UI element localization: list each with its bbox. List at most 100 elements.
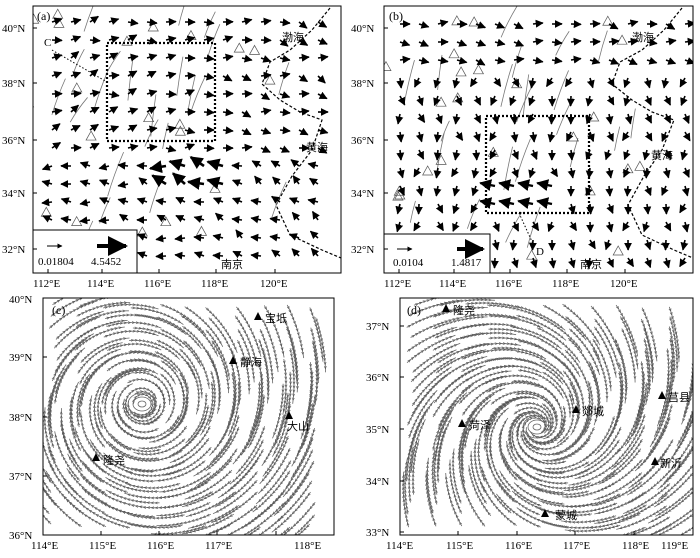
streamline [284,318,297,372]
station-triangle-icon [285,411,293,419]
velocity-arrow [137,166,147,167]
velocity-arrow [590,240,595,249]
velocity-arrow [495,24,504,28]
station-triangle-icon [12,48,22,57]
velocity-arrow [476,96,480,105]
streamline [517,420,542,462]
fault-line [187,75,195,115]
velocity-arrow [292,249,299,256]
panel-c-xtick: 114°E [31,540,58,552]
fault-line [501,64,513,107]
velocity-arrow [280,22,290,23]
streamline [543,305,586,340]
velocity-arrow [109,75,119,76]
velocity-arrow [80,220,90,221]
panel-d-ytick: 37°N [366,321,389,333]
velocity-arrow [537,183,552,186]
velocity-arrow [644,222,647,232]
station-triangle-icon [423,166,433,175]
velocity-arrow [571,222,576,230]
velocity-arrow [666,258,669,268]
velocity-arrow [666,96,670,105]
velocity-arrow [90,92,100,94]
velocity-arrow [280,112,290,113]
velocity-arrow [514,24,523,29]
fault-line [506,212,522,242]
velocity-arrow [128,125,137,130]
velocity-arrow [90,16,98,22]
velocity-arrow [185,144,194,148]
station-triangle-icon [374,194,384,203]
velocity-arrow [609,24,618,29]
velocity-arrow [251,200,261,202]
velocity-arrow [623,132,628,140]
fault-line [177,57,183,96]
velocity-arrow [213,255,223,256]
velocity-arrow [299,130,308,135]
velocity-arrow [499,201,514,204]
velocity-arrow [552,42,562,43]
velocity-arrow [156,256,166,257]
velocity-arrow [666,222,671,231]
streamline [63,478,106,514]
streamline [118,384,133,429]
streamline [434,368,477,403]
streamline [412,373,449,415]
velocity-arrow [252,161,261,166]
streamline [591,306,619,354]
station-triangle-icon [442,304,450,312]
velocity-arrow [571,41,581,42]
velocity-arrow [223,37,233,40]
streamline [275,481,312,523]
station-triangle-icon [265,75,275,84]
vortex-core [523,416,551,438]
velocity-arrow [156,238,166,240]
velocity-arrow [571,168,573,178]
velocity-arrow [71,93,81,94]
velocity-arrow [438,60,448,62]
streamline [594,473,642,500]
panel-c-xtick: 117°E [205,540,232,552]
velocity-arrow [109,147,119,148]
panel-d-ytick: 35°N [366,424,389,436]
velocity-arrow [251,255,261,256]
fault-line [631,109,635,139]
panel-c-xtick: 115°E [89,540,116,552]
fault-line [106,51,120,74]
streamline [48,447,77,494]
velocity-arrow [452,168,457,177]
panel-b-xtick: 112°E [384,278,411,290]
station-triangle-icon [617,35,627,44]
streamline [77,374,89,427]
velocity-arrow [531,78,533,88]
panel-a-label: (a) [37,9,50,23]
panel-b-ytick: 38°N [351,78,374,90]
velocity-arrow [109,94,119,96]
fault-line [501,3,519,37]
velocity-arrow [590,204,591,214]
velocity-arrow [118,165,128,166]
velocity-arrow [533,150,537,159]
velocity-arrow [518,183,533,186]
velocity-arrow [90,55,100,58]
streamline [55,431,80,480]
velocity-arrow [170,161,185,166]
velocity-arrow [139,178,147,184]
velocity-arrow [627,186,628,196]
velocity-arrow [662,186,666,195]
velocity-arrow [166,128,176,130]
velocity-arrow [242,58,252,60]
velocity-arrow [310,178,318,184]
panel-b: (b) D 渤海 黄海 南京 0.0104 1.4817 40°N 38°N 3… [351,3,695,290]
streamline [156,482,209,498]
station-triangle-icon [449,49,459,58]
velocity-arrow [436,168,438,178]
velocity-arrow [533,23,543,24]
velocity-arrow [166,148,176,151]
coastline [612,8,693,258]
velocity-arrow [280,74,290,76]
velocity-arrow [318,22,327,27]
velocity-arrow [514,258,517,268]
streamline [408,381,441,426]
velocity-arrow [80,202,90,204]
